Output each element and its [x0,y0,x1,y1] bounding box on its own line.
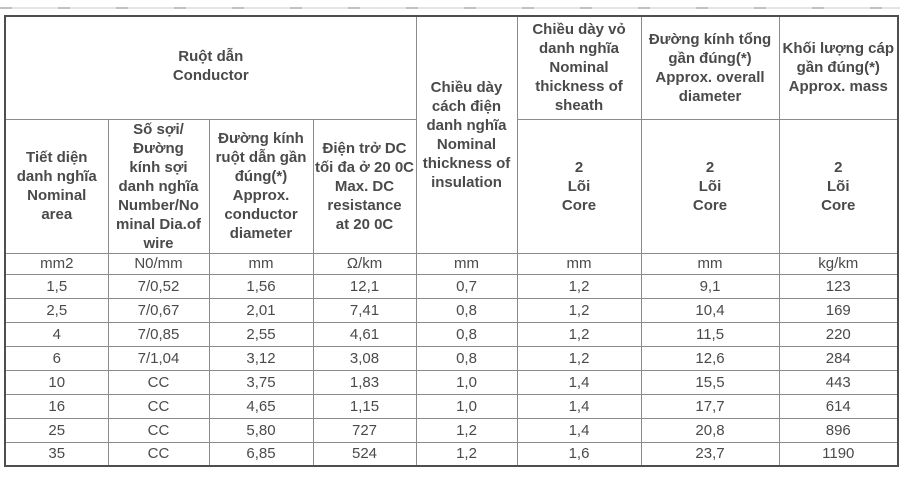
header-core-diameter: 2 Lõi Core [640,118,780,254]
data-cell: 4 [4,321,109,347]
data-cell: 1,56 [208,273,314,299]
data-cell: 2,55 [208,321,314,347]
data-cell: 1,2 [516,273,642,299]
data-cell: 12,1 [312,273,417,299]
header-approx-mass: Khối lượng cáp gần đúng(*) Approx. mass [778,15,899,120]
table-row: 16 CC 4,65 1,15 1,0 1,4 17,7 614 [4,393,899,419]
data-cell: 1,83 [312,369,417,395]
header-dc-resistance: Điện trở DC tối đa ở 20 0C Max. DC resis… [312,118,417,254]
data-cell: 1,2 [415,417,518,443]
data-cell: 0,7 [415,273,518,299]
data-cell: 443 [778,369,899,395]
header-core-mass: 2 Lõi Core [778,118,899,254]
unit-cell: mm [516,252,642,275]
data-cell: 896 [778,417,899,443]
data-cell: 10 [4,369,109,395]
data-cell: 7/1,04 [107,345,210,371]
data-cell: 25 [4,417,109,443]
data-cell: 1,4 [516,393,642,419]
data-cell: 2,01 [208,297,314,323]
header-row-2: Tiết diện danh nghĩa Nominal area Số sợi… [4,118,899,254]
data-cell: 1,2 [516,345,642,371]
unit-cell: Ω/km [312,252,417,275]
data-cell: 6 [4,345,109,371]
data-cell: 1,0 [415,393,518,419]
data-cell: 220 [778,321,899,347]
data-cell: 6,85 [208,441,314,467]
data-cell: 3,12 [208,345,314,371]
data-cell: 0,8 [415,297,518,323]
unit-cell: mm2 [4,252,109,275]
header-overall-diameter: Đường kính tổng gần đúng(*) Approx. over… [640,15,780,120]
header-number-diameter-wire: Số sợi/Đường kính sợi danh nghĩa Number/… [107,118,210,254]
data-cell: 20,8 [640,417,780,443]
table-row: 6 7/1,04 3,12 3,08 0,8 1,2 12,6 284 [4,345,899,371]
data-cell: 7,41 [312,297,417,323]
data-cell: 11,5 [640,321,780,347]
data-cell: 10,4 [640,297,780,323]
data-cell: 3,08 [312,345,417,371]
data-cell: 3,75 [208,369,314,395]
data-cell: 23,7 [640,441,780,467]
data-cell: 9,1 [640,273,780,299]
data-cell: 2,5 [4,297,109,323]
data-cell: CC [107,393,210,419]
data-cell: 1,0 [415,369,518,395]
data-cell: 614 [778,393,899,419]
data-cell: 16 [4,393,109,419]
data-cell: 1,6 [516,441,642,467]
data-cell: 169 [778,297,899,323]
data-cell: 1,2 [516,321,642,347]
header-insulation-thickness: Chiều dày cách điện danh nghĩa Nominal t… [415,15,518,254]
data-cell: 284 [778,345,899,371]
data-cell: 7/0,85 [107,321,210,347]
data-cell: 15,5 [640,369,780,395]
data-cell: 12,6 [640,345,780,371]
data-cell: 1,2 [415,441,518,467]
data-cell: 0,8 [415,345,518,371]
table-row: 35 CC 6,85 524 1,2 1,6 23,7 1190 [4,441,899,467]
table-row: 25 CC 5,80 727 1,2 1,4 20,8 896 [4,417,899,443]
data-cell: 1,4 [516,369,642,395]
cropped-content-artifact-line [0,7,900,9]
unit-cell: mm [415,252,518,275]
unit-cell: mm [640,252,780,275]
data-cell: 4,61 [312,321,417,347]
data-cell: 1,15 [312,393,417,419]
data-cell: 7/0,52 [107,273,210,299]
header-core-sheath: 2 Lõi Core [516,118,642,254]
table-row: 1,5 7/0,52 1,56 12,1 0,7 1,2 9,1 123 [4,273,899,299]
data-cell: 7/0,67 [107,297,210,323]
data-cell: 1190 [778,441,899,467]
data-cell: CC [107,417,210,443]
header-conductor-diameter: Đường kính ruột dẫn gần đúng(*) Approx. … [208,118,314,254]
data-cell: 5,80 [208,417,314,443]
data-cell: 123 [778,273,899,299]
table-row: 10 CC 3,75 1,83 1,0 1,4 15,5 443 [4,369,899,395]
header-sheath-thickness: Chiều dày vỏ danh nghĩa Nominal thicknes… [516,15,642,120]
data-cell: 1,2 [516,297,642,323]
unit-cell: N0/mm [107,252,210,275]
data-cell: 524 [312,441,417,467]
header-nominal-area: Tiết diện danh nghĩa Nominal area [4,118,109,254]
data-cell: 17,7 [640,393,780,419]
unit-cell: kg/km [778,252,899,275]
header-row-1: Ruột dẫn Conductor Chiều dày cách điện d… [4,15,899,254]
data-cell: 4,65 [208,393,314,419]
header-conductor-group: Ruột dẫn Conductor [4,15,417,120]
data-cell: 1,5 [4,273,109,299]
data-cell: 727 [312,417,417,443]
table-row: 2,5 7/0,67 2,01 7,41 0,8 1,2 10,4 169 [4,297,899,323]
units-row: mm2 N0/mm mm Ω/km mm mm mm kg/km [4,252,899,275]
data-cell: 1,4 [516,417,642,443]
cable-spec-table: Ruột dẫn Conductor Chiều dày cách điện d… [4,15,900,467]
data-cell: CC [107,369,210,395]
data-cell: 35 [4,441,109,467]
data-cell: CC [107,441,210,467]
unit-cell: mm [208,252,314,275]
data-cell: 0,8 [415,321,518,347]
table-row: 4 7/0,85 2,55 4,61 0,8 1,2 11,5 220 [4,321,899,347]
